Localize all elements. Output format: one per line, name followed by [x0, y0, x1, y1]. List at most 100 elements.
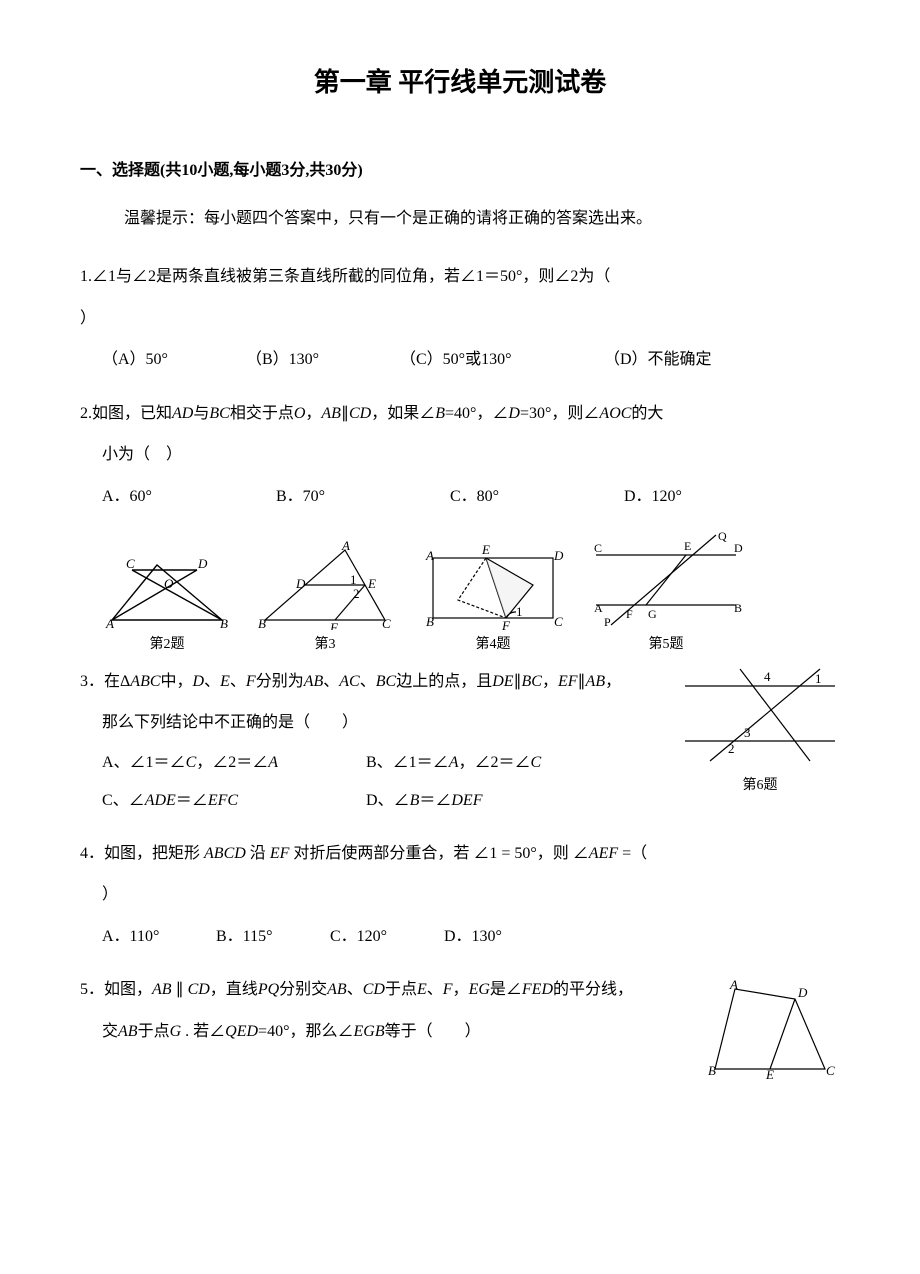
q3-l1: 3．在ΔABC中，D、E、F分别为AB、AC、BC边上的点，且DE∥BC，EF∥… [80, 673, 621, 690]
svg-text:F: F [626, 607, 633, 621]
t: ， [453, 981, 469, 998]
t: AB [118, 1023, 138, 1040]
svg-text:A: A [594, 601, 603, 615]
question-1: 1.∠1与∠2是两条直线被第三条直线所截的同位角，若∠1＝50°，则∠2为（ ）… [80, 256, 840, 381]
q4-optA: A．110° [102, 916, 212, 958]
t: B [410, 792, 420, 809]
t: C、∠ [102, 792, 145, 809]
fig5-svg: CD AB QP EF G [586, 530, 746, 630]
t: 、 [323, 673, 339, 690]
t: BC [209, 405, 229, 422]
q2-optC: C．80° [450, 476, 620, 518]
fig5-caption: 第5题 [586, 632, 746, 657]
t: O [294, 405, 306, 422]
t: ， [542, 673, 558, 690]
svg-text:D: D [797, 985, 808, 1000]
svg-text:A: A [425, 548, 434, 563]
t: AOC [599, 405, 631, 422]
t: 、 [204, 673, 220, 690]
t: 、 [360, 673, 376, 690]
t: AB [321, 405, 341, 422]
svg-text:D: D [197, 556, 208, 571]
t: EGB [353, 1023, 384, 1040]
t: ，∠2＝∠ [458, 754, 530, 771]
t: 是∠ [490, 981, 522, 998]
t: B、∠1＝∠ [366, 754, 449, 771]
t: AB [304, 673, 324, 690]
t: AD [172, 405, 193, 422]
svg-text:E: E [367, 576, 376, 591]
section-heading: 一、选择题(共10小题,每小题3分,共30分) [80, 157, 840, 186]
t: BC [522, 673, 542, 690]
page-title: 第一章 平行线单元测试卷 [80, 60, 840, 107]
svg-text:F: F [501, 618, 511, 630]
t: =（ [618, 845, 647, 862]
t: ＝∠ [176, 792, 208, 809]
t: F [443, 981, 453, 998]
svg-text:C: C [594, 541, 602, 555]
q2-optA: A．60° [102, 476, 272, 518]
t: CD [349, 405, 371, 422]
t: A、∠1＝∠ [102, 754, 186, 771]
t: AB [327, 981, 347, 998]
t: D [508, 405, 520, 422]
t: ∥ [172, 981, 188, 998]
t: ＝∠ [419, 792, 451, 809]
q1-optC: （C）50°或130° [400, 339, 600, 381]
t: =40°，∠ [445, 405, 508, 422]
q2-optB: B．70° [276, 476, 446, 518]
svg-text:C: C [126, 556, 135, 571]
figure-row: AB CD O 第2题 A BC DE F 1 2 第3 [102, 530, 840, 657]
fig2-caption: 第2题 [102, 632, 232, 657]
t: QED [225, 1023, 258, 1040]
t: ，∠2＝∠ [196, 754, 268, 771]
q1-optB: （B）130° [246, 339, 396, 381]
q1-optD: （D）不能确定 [604, 339, 744, 381]
svg-text:B: B [708, 1063, 716, 1078]
t: 2.如图，已知 [80, 405, 172, 422]
svg-text:1: 1 [815, 671, 822, 686]
t: E [417, 981, 427, 998]
t: B [435, 405, 445, 422]
svg-text:3: 3 [744, 725, 751, 740]
t: F [246, 673, 256, 690]
t: . 若∠ [181, 1023, 225, 1040]
fig-q2: AB CD O 第2题 [102, 540, 232, 657]
fig4-svg: AD BC EF 1 [418, 540, 568, 630]
svg-text:2: 2 [353, 586, 360, 601]
svg-text:Q: Q [718, 530, 727, 543]
svg-text:D: D [553, 548, 564, 563]
t: 对折后使两部分重合，若 ∠1 = 50°，则 ∠ [289, 845, 588, 862]
t: 于点 [385, 981, 417, 998]
t: 5．如图， [80, 981, 152, 998]
t: ∥ [514, 673, 522, 690]
fig-q5: CD AB QP EF G 第5题 [586, 530, 746, 657]
t: 相交于点 [230, 405, 294, 422]
svg-text:E: E [684, 539, 691, 553]
q4-optB: B．115° [216, 916, 326, 958]
svg-text:A: A [105, 616, 114, 630]
fig-q5b: AD BC E [700, 979, 840, 1079]
t: 于点 [138, 1023, 170, 1040]
t: ，直线 [210, 981, 258, 998]
t: C [530, 754, 541, 771]
q1-paren: ） [80, 310, 96, 327]
q4-optD: D．130° [444, 916, 502, 958]
t: PQ [258, 981, 279, 998]
svg-text:C: C [382, 616, 391, 630]
t: 与 [193, 405, 209, 422]
svg-text:B: B [258, 616, 266, 630]
t: 、 [347, 981, 363, 998]
t: =40°，那么∠ [258, 1023, 353, 1040]
svg-text:O: O [164, 576, 174, 591]
fig5b-svg: AD BC E [700, 979, 840, 1079]
t: ，如果∠ [371, 405, 435, 422]
fig-q4: AD BC EF 1 第4题 [418, 540, 568, 657]
svg-text:1: 1 [350, 572, 357, 587]
svg-text:P: P [604, 615, 611, 629]
t: ， [605, 673, 621, 690]
t: EF [558, 673, 578, 690]
t: 的大 [631, 405, 663, 422]
t: 分别为 [256, 673, 304, 690]
svg-text:A: A [729, 979, 738, 992]
